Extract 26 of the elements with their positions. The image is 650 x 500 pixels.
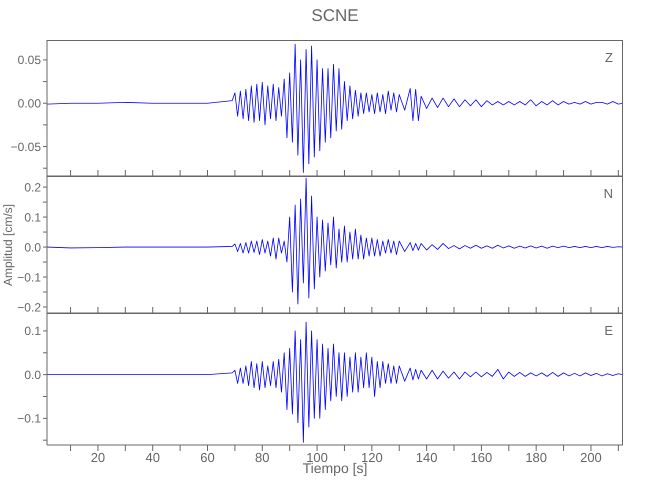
line-series [47,44,623,173]
y-tick-label: 0.1 [24,324,42,338]
y-tick-label: −0.05 [10,140,42,154]
annotation: E [604,323,613,338]
annotation: N [604,186,613,201]
x-tick-label: 160 [470,450,492,466]
x-tick-label: 80 [255,450,270,466]
y-tick-label: 0.00 [18,96,42,110]
x-tick-label: 140 [416,450,438,466]
x-tick-label: 60 [200,450,215,466]
y-tick-label: 0.05 [18,53,42,68]
line-series [47,322,623,443]
y-tick-label: 0.0 [24,240,42,254]
y-axis-title: Amplitud [cm/s] [1,203,15,286]
y-tick-label: 0.1 [24,210,42,224]
x-tick-label: 180 [525,450,548,466]
y-tick-label: −0.2 [17,300,42,314]
y-tick-label: 0.0 [24,368,42,382]
y-tick-label: −0.1 [17,412,42,426]
x-tick-label: 40 [145,450,160,466]
annotation: Z [605,50,613,65]
x-tick-label: 20 [90,450,106,466]
y-tick-label: −0.1 [17,270,42,284]
chart-title: SCNE [310,6,360,26]
x-tick-label: 200 [580,450,602,466]
y-tick-label: 0.2 [24,180,42,194]
